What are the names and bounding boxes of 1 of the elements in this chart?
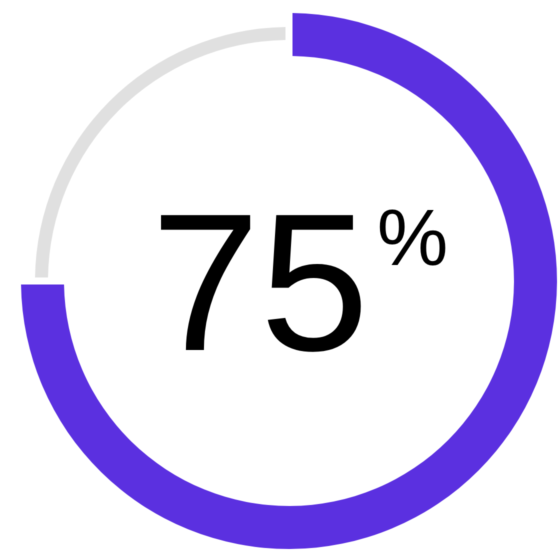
text: 75% [150, 173, 448, 392]
